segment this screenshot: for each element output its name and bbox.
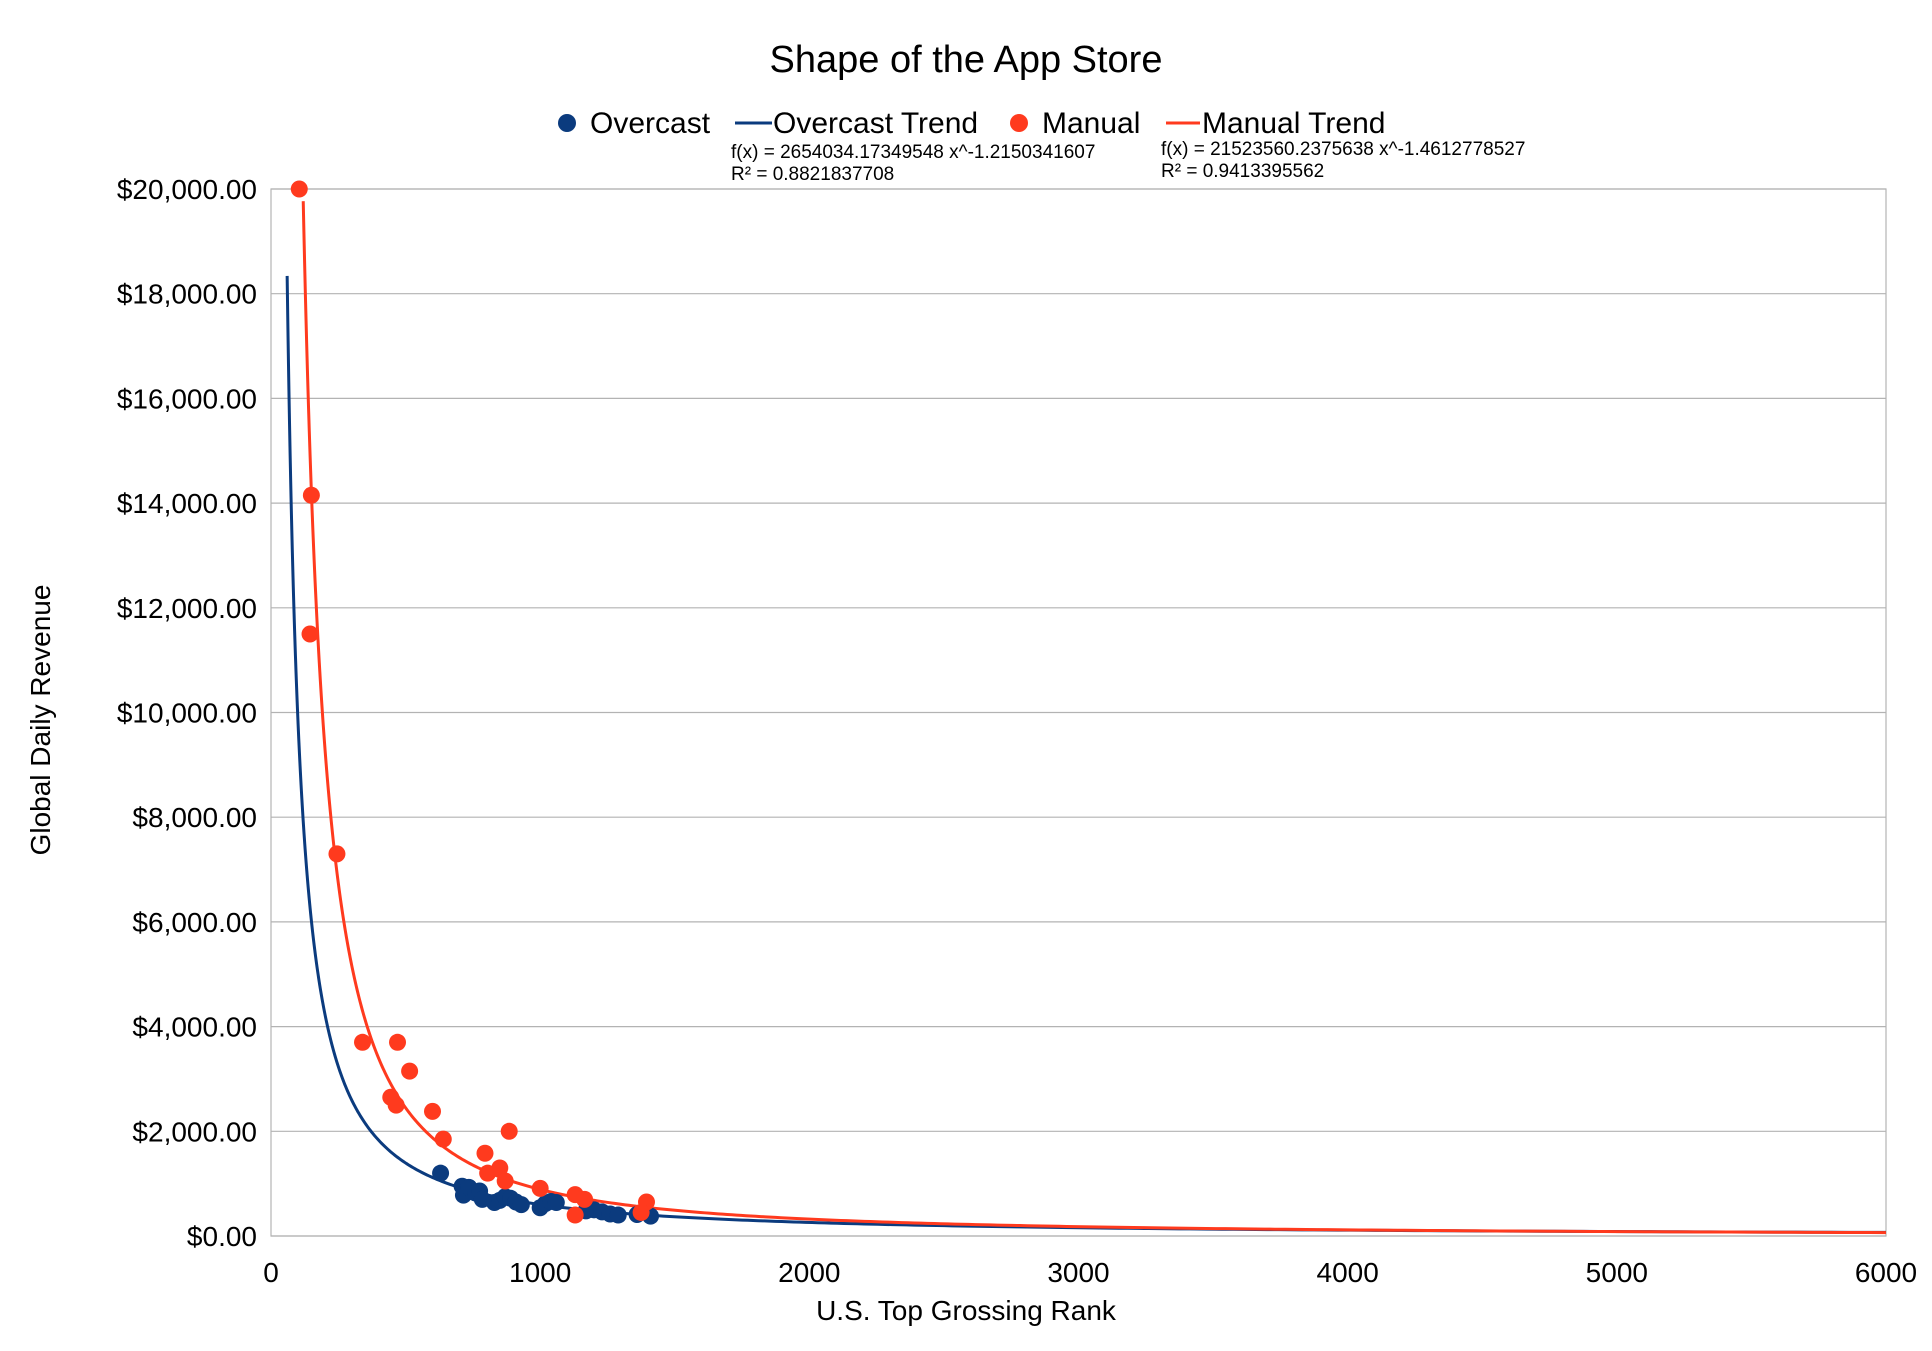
legend-marker-manual bbox=[1010, 114, 1028, 132]
legend-item-manual-trend: Manual Trend f(x) = 21523560.2375638 x^-… bbox=[1161, 107, 1525, 182]
manual-point bbox=[302, 486, 320, 504]
overcast-point bbox=[512, 1196, 530, 1214]
legend-item-overcast-trend: Overcast Trend f(x) = 2654034.17349548 x… bbox=[731, 107, 1095, 185]
legend-label-overcast-trend: Overcast Trend bbox=[773, 107, 978, 140]
y-tick-label: $16,000.00 bbox=[117, 383, 257, 414]
x-tick-label: 4000 bbox=[1317, 1257, 1379, 1288]
manual-point bbox=[496, 1172, 514, 1190]
overcast-point bbox=[432, 1164, 450, 1182]
y-axis-title: Global Daily Revenue bbox=[25, 585, 56, 856]
overcast-trend-equation: f(x) = 2654034.17349548 x^-1.2150341607 bbox=[731, 142, 1095, 163]
plot-area-border bbox=[270, 188, 1887, 1237]
x-tick-label: 6000 bbox=[1855, 1257, 1917, 1288]
y-tick-label: $0.00 bbox=[187, 1221, 257, 1252]
legend-item-overcast: Overcast bbox=[558, 107, 711, 140]
chart-title: Shape of the App Store bbox=[770, 39, 1163, 81]
manual-point bbox=[387, 1096, 405, 1114]
x-axis-title: U.S. Top Grossing Rank bbox=[816, 1295, 1117, 1326]
manual-point bbox=[576, 1190, 594, 1208]
manual-point bbox=[424, 1102, 441, 1120]
manual-point bbox=[354, 1033, 372, 1051]
x-tick-label: 3000 bbox=[1047, 1257, 1109, 1288]
legend: Overcast Overcast Trend f(x) = 2654034.1… bbox=[558, 107, 1525, 185]
y-tick-label: $12,000.00 bbox=[117, 593, 257, 624]
manual-point bbox=[632, 1203, 650, 1221]
data-series bbox=[285, 180, 1887, 1235]
y-axis-tick-labels: $0.00 $2,000.00 $4,000.00 $6,000.00 $8,000.0… bbox=[117, 174, 257, 1252]
y-tick-label: $4,000.00 bbox=[132, 1012, 257, 1043]
overcast-trend-r-squared: R² = 0.8821837708 bbox=[731, 164, 894, 185]
manual-point bbox=[479, 1164, 497, 1182]
manual-point bbox=[531, 1179, 549, 1197]
x-tick-label: 1000 bbox=[509, 1257, 571, 1288]
y-tick-label: $6,000.00 bbox=[132, 907, 257, 938]
manual-point bbox=[500, 1122, 518, 1140]
overcast-point bbox=[547, 1193, 565, 1211]
manual-point bbox=[566, 1206, 584, 1224]
manual-point bbox=[476, 1144, 494, 1162]
manual-point bbox=[401, 1062, 419, 1080]
legend-label-manual: Manual bbox=[1042, 107, 1140, 140]
manual-point bbox=[301, 625, 319, 643]
x-tick-label: 0 bbox=[263, 1257, 279, 1288]
x-axis-tick-labels: 0 1000 2000 3000 4000 5000 6000 bbox=[263, 1257, 1917, 1288]
y-tick-label: $10,000.00 bbox=[117, 698, 257, 729]
manual-point bbox=[328, 845, 346, 863]
legend-marker-overcast bbox=[558, 114, 576, 132]
y-tick-label: $18,000.00 bbox=[117, 279, 257, 310]
y-tick-label: $14,000.00 bbox=[117, 488, 257, 519]
legend-label-manual-trend: Manual Trend bbox=[1202, 107, 1385, 140]
legend-label-overcast: Overcast bbox=[590, 107, 711, 140]
manual-trend-equation: f(x) = 21523560.2375638 x^-1.4612778527 bbox=[1161, 139, 1525, 160]
x-tick-label: 2000 bbox=[778, 1257, 840, 1288]
manual-trend-r-squared: R² = 0.9413395562 bbox=[1161, 161, 1324, 182]
x-tick-label: 5000 bbox=[1586, 1257, 1648, 1288]
manual-point bbox=[290, 180, 308, 198]
legend-item-manual: Manual bbox=[1010, 107, 1140, 140]
manual-point bbox=[389, 1033, 407, 1051]
y-tick-label: $20,000.00 bbox=[117, 174, 257, 205]
manual-point bbox=[434, 1130, 452, 1148]
y-tick-label: $8,000.00 bbox=[132, 802, 257, 833]
y-tick-label: $2,000.00 bbox=[132, 1116, 257, 1147]
overcast-point bbox=[609, 1206, 627, 1224]
